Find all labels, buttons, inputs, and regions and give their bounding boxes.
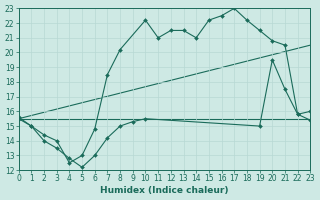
X-axis label: Humidex (Indice chaleur): Humidex (Indice chaleur) bbox=[100, 186, 229, 195]
